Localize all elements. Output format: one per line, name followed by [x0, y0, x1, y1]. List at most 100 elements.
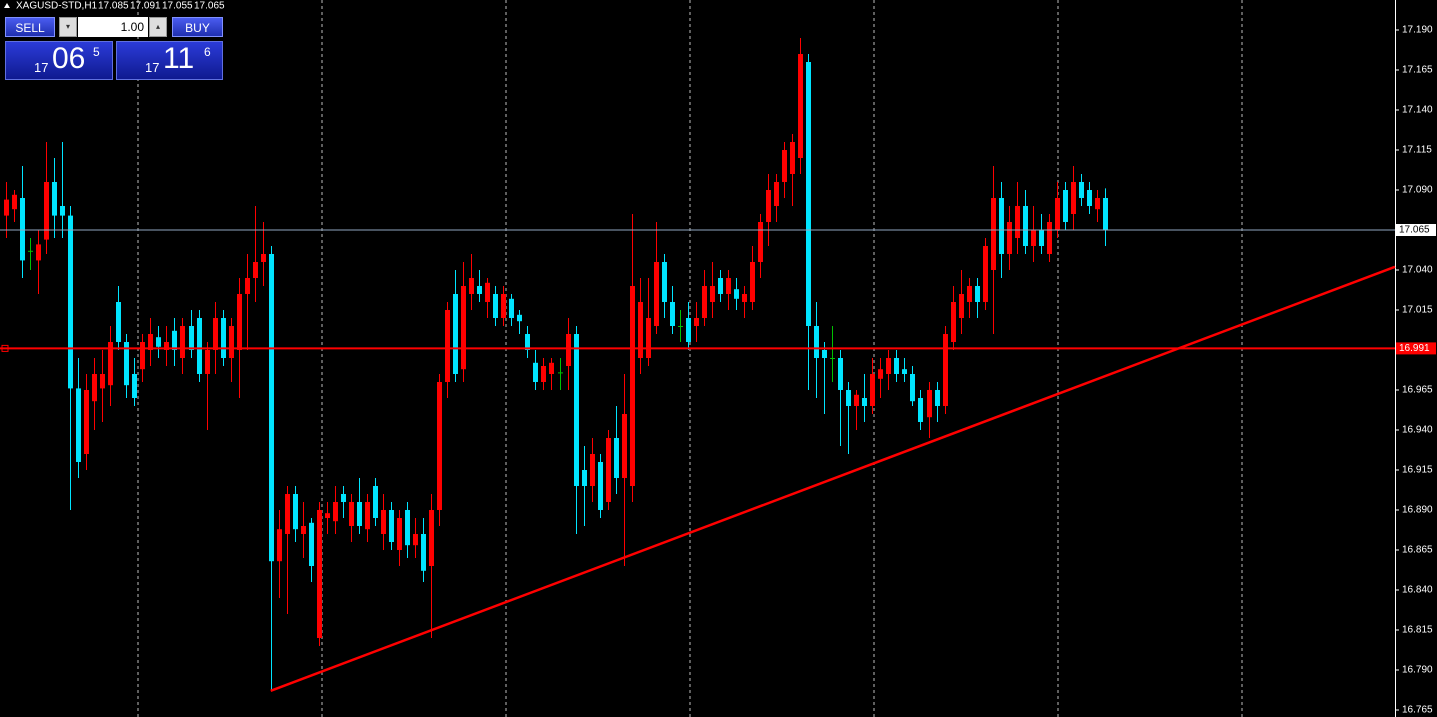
candle-body — [477, 286, 482, 294]
price-mid: 11 — [163, 42, 195, 75]
candle-body — [429, 510, 434, 566]
candle-body — [541, 366, 546, 382]
lot-decrease[interactable]: ▾ — [59, 17, 77, 37]
bid-label-box — [1396, 224, 1436, 236]
candle-body — [742, 294, 747, 302]
header-close: 17.065 — [194, 1, 225, 12]
candle-body — [437, 382, 442, 510]
candle-body — [975, 286, 980, 302]
price-big: 17 — [145, 60, 160, 75]
candle-body — [60, 206, 65, 216]
buy-price[interactable]: 17 11 6 — [116, 41, 223, 80]
y-tick-label: 16.790 — [1402, 665, 1433, 676]
header-open: 17.085 — [98, 1, 129, 12]
candle-body — [935, 390, 940, 406]
y-tick-label: 16.915 — [1402, 465, 1433, 476]
y-tick-label: 16.765 — [1402, 705, 1433, 716]
candle-body — [341, 494, 346, 502]
candle-body — [333, 502, 338, 522]
candle-body — [140, 342, 145, 370]
candle-body — [253, 262, 258, 278]
candle-body — [782, 150, 787, 182]
candle-body — [630, 286, 635, 486]
candle-body — [12, 194, 17, 210]
candle-body — [389, 510, 394, 542]
candle-body — [205, 350, 210, 374]
candle-body — [1015, 206, 1020, 238]
candle-body — [870, 374, 875, 406]
candle-body — [702, 286, 707, 318]
candle-body — [180, 326, 185, 358]
candle-body — [525, 334, 530, 350]
candle-body — [758, 222, 763, 262]
candle-body — [92, 374, 97, 402]
candle-body — [517, 314, 522, 322]
candle-body — [221, 318, 226, 358]
candle-body — [1071, 182, 1076, 214]
candle-body — [269, 254, 274, 562]
candle-body — [36, 244, 41, 261]
candle-body — [237, 294, 242, 350]
candle-body — [1079, 182, 1084, 198]
lot-input[interactable]: 1.00 — [78, 17, 148, 37]
header-high: 17.091 — [130, 1, 161, 12]
price-pip: 5 — [93, 45, 100, 59]
collapse-icon[interactable] — [4, 3, 10, 8]
candle-body — [622, 414, 627, 478]
candle-body — [806, 62, 811, 326]
candle-body — [189, 326, 194, 350]
candle-body — [766, 190, 771, 222]
time-grid — [137, 0, 1243, 717]
candle-body — [991, 198, 996, 270]
candle-body — [910, 374, 915, 402]
y-tick-label: 16.865 — [1402, 545, 1433, 556]
level-label: 16.991 — [1399, 343, 1430, 354]
candle-body — [927, 390, 932, 418]
candle-body — [774, 182, 779, 206]
candle-body — [678, 326, 683, 327]
y-tick-label: 17.090 — [1402, 185, 1433, 196]
y-tick-label: 16.890 — [1402, 505, 1433, 516]
candle-body — [662, 262, 667, 302]
candle-body — [116, 302, 121, 342]
candle-body — [108, 342, 113, 386]
candle-body — [301, 526, 306, 534]
candle-body — [549, 362, 554, 374]
candle-body — [838, 358, 843, 390]
y-tick-label: 17.140 — [1402, 105, 1433, 116]
candle-body — [445, 310, 450, 382]
candle-body — [574, 334, 579, 486]
candle-body — [469, 278, 474, 294]
candle-body — [461, 286, 466, 370]
candle-body — [999, 198, 1004, 254]
candle-body — [718, 278, 723, 294]
buy-button[interactable]: BUY — [172, 17, 223, 37]
candle-body — [68, 215, 73, 389]
candle-body — [229, 326, 234, 358]
lot-increase[interactable]: ▴ — [149, 17, 167, 37]
price-big: 17 — [34, 60, 49, 75]
candle-body — [164, 342, 169, 350]
candle-body — [1095, 198, 1100, 210]
sell-button[interactable]: SELL — [5, 17, 55, 37]
candle-body — [854, 394, 859, 406]
candle-body — [84, 390, 89, 454]
candle-body — [638, 302, 643, 358]
candle-body — [413, 534, 418, 546]
candle-body — [397, 518, 402, 550]
bid-label: 17.065 — [1399, 225, 1430, 236]
candle-body — [245, 278, 250, 294]
candle-body — [582, 470, 587, 486]
y-tick-label: 16.840 — [1402, 585, 1433, 596]
candle-body — [798, 54, 803, 158]
candle-body — [421, 534, 426, 571]
sell-price[interactable]: 17 06 5 — [5, 41, 113, 80]
candle-body — [381, 510, 386, 534]
candle-body — [670, 302, 675, 326]
symbol: XAGUSD-STD,H1 — [16, 1, 98, 12]
y-tick-label: 16.940 — [1402, 425, 1433, 436]
candle-body — [646, 318, 651, 358]
candle-body — [822, 350, 827, 358]
candle-body — [28, 250, 33, 252]
